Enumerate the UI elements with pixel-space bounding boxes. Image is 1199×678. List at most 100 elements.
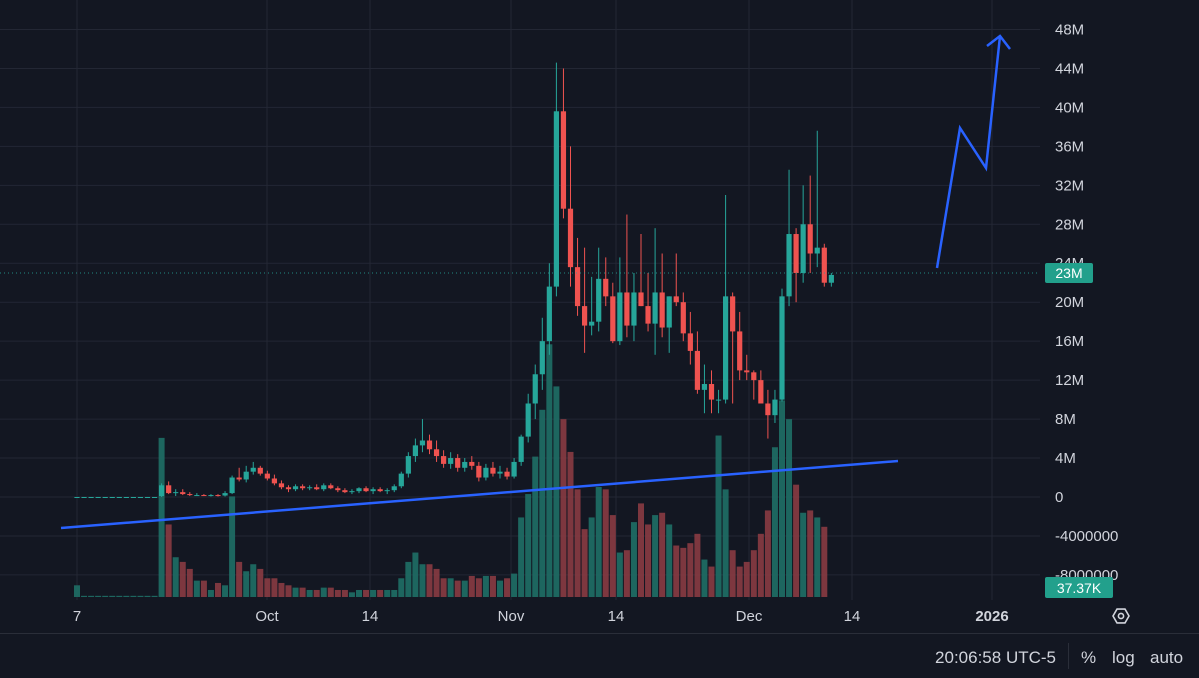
candle-body [278, 483, 285, 488]
volume-bar [800, 512, 807, 597]
volume-bar [532, 456, 539, 597]
volume-bar [130, 595, 137, 597]
candle-body [772, 399, 778, 416]
volume-bar [215, 582, 221, 597]
volume-bar [123, 595, 130, 597]
candle-body [694, 350, 700, 390]
volume-bar [447, 578, 454, 597]
volume-bar [539, 409, 546, 597]
y-tick-label: 40M [1055, 99, 1084, 116]
volume-bar [74, 585, 80, 597]
candle-body [264, 473, 270, 479]
volume-bar [327, 587, 334, 597]
y-tick-label: -4000000 [1055, 528, 1118, 545]
candle-body [603, 278, 609, 297]
volume-bar [609, 515, 616, 597]
volume-bar [722, 489, 729, 597]
auto-scale-button[interactable]: auto [1150, 648, 1184, 667]
candle-body [518, 436, 524, 462]
volume-bar [729, 550, 736, 597]
candle-body [81, 497, 87, 498]
candle-body [715, 399, 722, 401]
candle-body [680, 302, 686, 334]
candle-body [469, 461, 475, 466]
gear-icon[interactable] [1112, 608, 1130, 624]
volume-bar [750, 550, 757, 597]
volume-bar [88, 595, 95, 597]
volume-bar [278, 582, 285, 597]
volume-bar [821, 526, 828, 597]
volume-bar [236, 561, 243, 597]
volume-bar [771, 447, 778, 597]
candle-body [250, 467, 256, 472]
clock-label[interactable]: 20:06:58 UTC-5 [935, 648, 1056, 667]
volume-bar [602, 489, 609, 597]
volume-bar [793, 484, 800, 597]
volume-bar [137, 595, 144, 597]
volume-bar [151, 595, 158, 597]
candle-body [779, 296, 785, 400]
percent-scale-button[interactable]: % [1081, 648, 1097, 667]
volume-bar [158, 437, 165, 597]
candles [74, 62, 834, 498]
volume-bar [144, 595, 151, 597]
volume-bar [285, 585, 292, 597]
candle-body [589, 321, 595, 326]
candle-body [814, 247, 820, 254]
candle-body [462, 461, 468, 468]
volume-bar [638, 503, 644, 597]
volume-bar [461, 580, 468, 597]
candle-body [483, 467, 489, 478]
candle-body [109, 497, 115, 498]
volume-badge [1045, 577, 1113, 598]
divider [1068, 643, 1069, 669]
candle-body [786, 234, 792, 297]
candle-body [574, 267, 581, 307]
candle-body [426, 440, 433, 450]
candle-body [659, 292, 665, 328]
volume-bar [743, 561, 750, 597]
log-scale-button[interactable]: log [1112, 648, 1135, 667]
time-axis[interactable]: 7 Oct 14 Nov 14 Dec 14 2026 [73, 608, 1009, 625]
volume-bar [398, 578, 405, 597]
volume-bar [193, 580, 200, 597]
projection-path [935, 35, 1002, 269]
volume-bar [109, 595, 116, 597]
candle-body [441, 456, 447, 464]
volume-bar [757, 533, 764, 597]
candle-body [412, 445, 418, 457]
volume-bar [348, 592, 355, 597]
y-tick-label: 4M [1055, 450, 1076, 467]
drawings[interactable] [0, 34, 1040, 530]
footer-bar: 20:06:58 UTC-5 % log auto [0, 633, 1199, 678]
x-tick-label: Dec [736, 608, 763, 625]
volume-bar [81, 595, 88, 597]
volume-bar [306, 589, 313, 597]
candle-body [166, 485, 172, 494]
volume-bar [659, 512, 666, 597]
volume-bar [680, 547, 687, 597]
volume-label: 37.37K [1057, 580, 1102, 596]
volume-bar [320, 587, 327, 597]
candle-body [377, 489, 383, 492]
volume-bar [207, 589, 214, 597]
y-tick-label: 0 [1055, 489, 1063, 506]
price-chart[interactable]: 48M44M40M36M32M28M24M20M16M12M8M4M0-4000… [0, 0, 1199, 633]
volume-bar [370, 589, 377, 597]
volume-bar [814, 517, 821, 597]
candle-body [285, 487, 292, 490]
candle-body [173, 492, 179, 494]
volume-bar [405, 561, 412, 597]
x-tick-label: 7 [73, 608, 81, 625]
volume-bar [229, 496, 236, 597]
volume-bar [687, 543, 694, 597]
candle-body [229, 477, 235, 494]
candle-body [765, 403, 771, 416]
candle-body [701, 384, 708, 390]
volume-bar [299, 587, 306, 597]
candle-body [610, 296, 616, 342]
price-axis[interactable]: 48M44M40M36M32M28M24M20M16M12M8M4M0-4000… [1055, 21, 1118, 583]
volume-bar [468, 575, 475, 597]
last-price-label: 23M [1055, 265, 1082, 281]
volume-bar [581, 529, 588, 597]
